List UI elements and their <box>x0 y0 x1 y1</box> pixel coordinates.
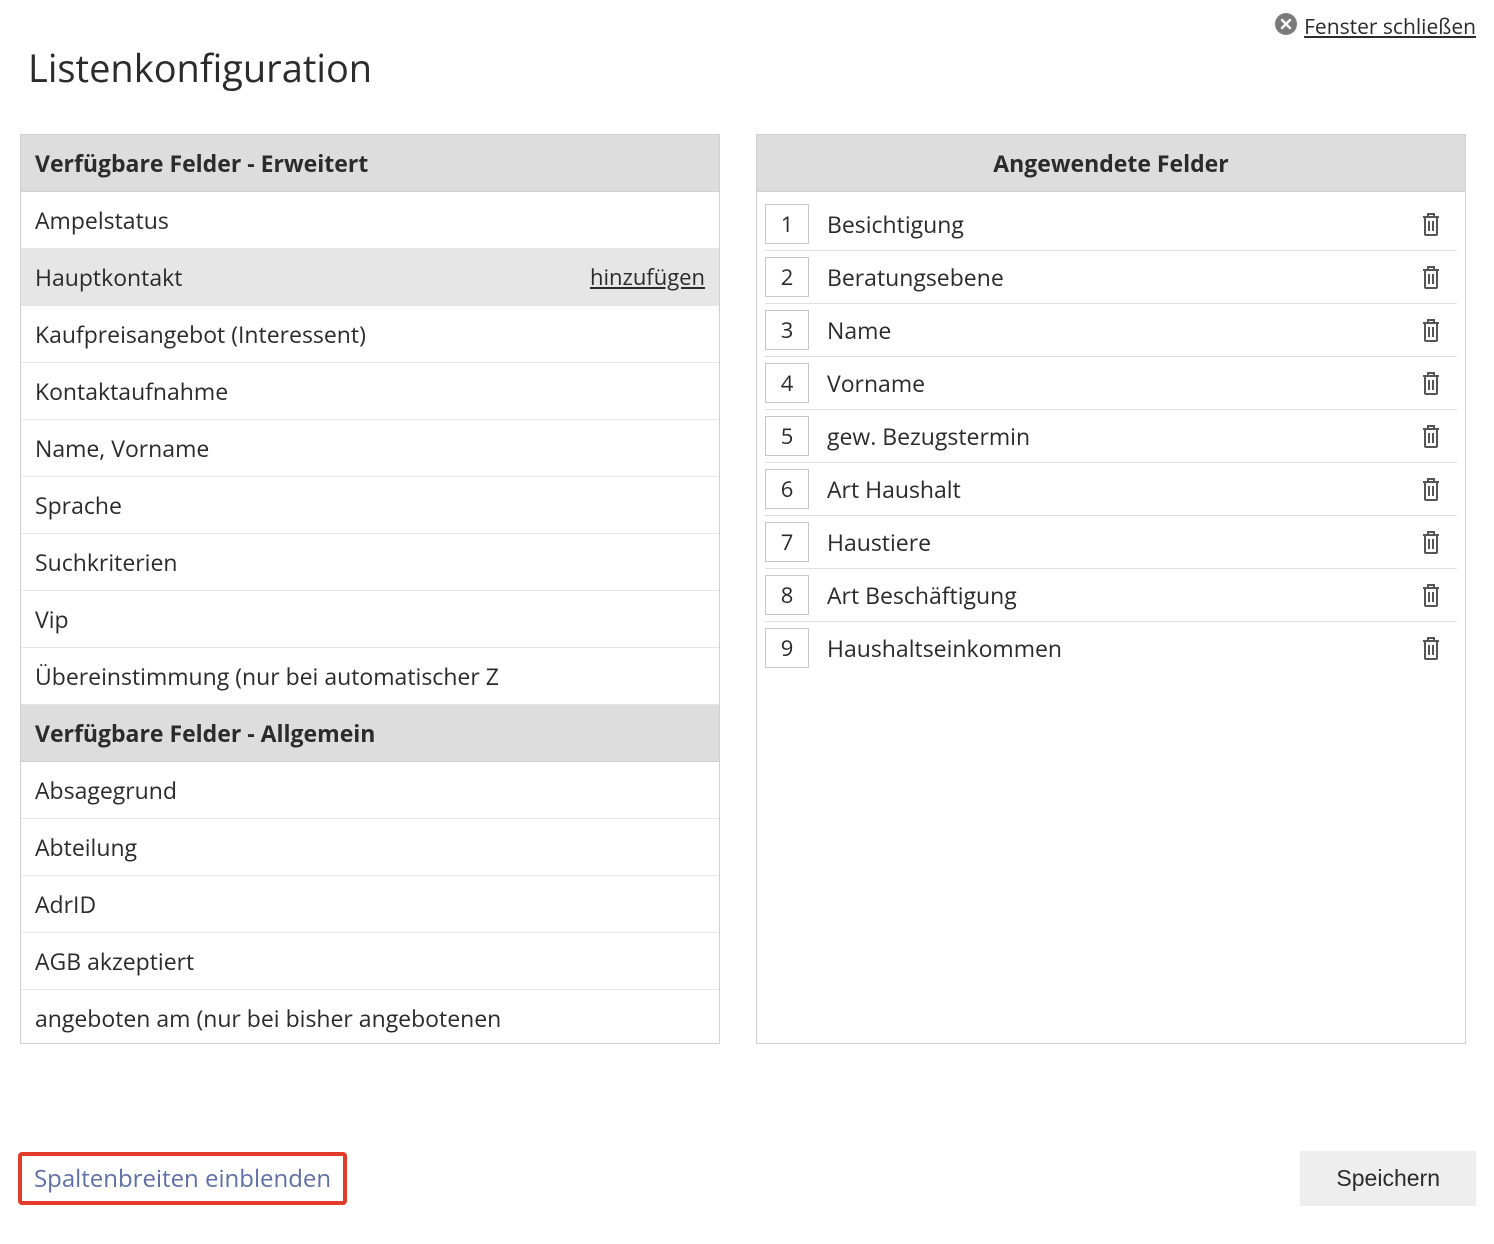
available-field-label: AGB akzeptiert <box>35 945 194 977</box>
close-window-label: Fenster schließen <box>1304 13 1476 41</box>
section-header-applied: Angewendete Felder <box>757 135 1465 192</box>
available-field-row[interactable]: Vip <box>21 591 719 648</box>
available-field-row[interactable]: AdrID <box>21 876 719 933</box>
available-field-row[interactable]: Sprache <box>21 477 719 534</box>
applied-field-row[interactable]: 7 Haustiere <box>765 516 1457 569</box>
order-number: 3 <box>765 310 809 350</box>
columns-layout: Verfügbare Felder - Erweitert Ampelstatu… <box>18 134 1476 1044</box>
page-title: Listenkonfiguration <box>28 42 1476 94</box>
available-field-row[interactable]: Name, Vorname <box>21 420 719 477</box>
trash-icon[interactable] <box>1409 631 1453 665</box>
available-field-row[interactable]: Kaufpreisangebot (Interessent) <box>21 306 719 363</box>
footer-bar: Spaltenbreiten einblenden Speichern <box>18 1151 1476 1206</box>
order-number: 4 <box>765 363 809 403</box>
available-field-row[interactable]: AGB akzeptiert <box>21 933 719 990</box>
applied-field-row[interactable]: 2 Beratungsebene <box>765 251 1457 304</box>
available-field-label: Kontaktaufnahme <box>35 375 228 407</box>
trash-icon[interactable] <box>1409 260 1453 294</box>
available-field-label: Abteilung <box>35 831 137 863</box>
available-field-label: Kaufpreisangebot (Interessent) <box>35 318 366 350</box>
applied-field-row[interactable]: 5 gew. Bezugstermin <box>765 410 1457 463</box>
available-field-row[interactable]: angeboten am (nur bei bisher angebotenen <box>21 990 719 1043</box>
available-field-label: AdrID <box>35 888 96 920</box>
trash-icon[interactable] <box>1409 472 1453 506</box>
available-field-label: Sprache <box>35 489 122 521</box>
add-field-link[interactable]: hinzufügen <box>590 262 705 292</box>
applied-field-label: Art Beschäftigung <box>827 579 1409 611</box>
order-number: 1 <box>765 204 809 244</box>
trash-icon[interactable] <box>1409 207 1453 241</box>
available-field-row[interactable]: Abteilung <box>21 819 719 876</box>
available-field-label: Übereinstimmung (nur bei automatischer Z <box>35 660 499 692</box>
applied-field-label: Art Haushalt <box>827 473 1409 505</box>
applied-field-label: Beratungsebene <box>827 261 1409 293</box>
available-field-label: Vip <box>35 603 69 635</box>
available-field-label: angeboten am (nur bei bisher angebotenen <box>35 1002 501 1034</box>
available-field-label: Absagegrund <box>35 774 177 806</box>
section-header-extended: Verfügbare Felder - Erweitert <box>21 135 719 192</box>
order-number: 5 <box>765 416 809 456</box>
applied-field-row[interactable]: 6 Art Haushalt <box>765 463 1457 516</box>
available-field-row[interactable]: Übereinstimmung (nur bei automatischer Z <box>21 648 719 705</box>
order-number: 8 <box>765 575 809 615</box>
applied-field-label: gew. Bezugstermin <box>827 420 1409 452</box>
trash-icon[interactable] <box>1409 366 1453 400</box>
show-column-widths-link[interactable]: Spaltenbreiten einblenden <box>34 1162 331 1195</box>
order-number: 9 <box>765 628 809 668</box>
order-number: 6 <box>765 469 809 509</box>
applied-field-label: Haustiere <box>827 526 1409 558</box>
applied-field-label: Besichtigung <box>827 208 1409 240</box>
close-icon <box>1274 12 1298 41</box>
section-header-general: Verfügbare Felder - Allgemein <box>21 705 719 762</box>
order-number: 2 <box>765 257 809 297</box>
available-field-row[interactable]: Absagegrund <box>21 762 719 819</box>
available-field-label: Name, Vorname <box>35 432 209 464</box>
applied-field-row[interactable]: 8 Art Beschäftigung <box>765 569 1457 622</box>
trash-icon[interactable] <box>1409 578 1453 612</box>
available-field-row[interactable]: Ampelstatus <box>21 192 719 249</box>
trash-icon[interactable] <box>1409 313 1453 347</box>
applied-field-row[interactable]: 9 Haushaltseinkommen <box>765 622 1457 674</box>
trash-icon[interactable] <box>1409 419 1453 453</box>
available-fields-panel: Verfügbare Felder - Erweitert Ampelstatu… <box>20 134 720 1044</box>
save-button[interactable]: Speichern <box>1300 1151 1476 1206</box>
applied-fields-panel: Angewendete Felder 1 Besichtigung 2 Beratun… <box>756 134 1466 1044</box>
available-fields-scroll[interactable]: Verfügbare Felder - Erweitert Ampelstatu… <box>21 135 719 1043</box>
available-field-row[interactable]: Suchkriterien <box>21 534 719 591</box>
available-field-label: Suchkriterien <box>35 546 177 578</box>
applied-field-row[interactable]: 1 Besichtigung <box>765 198 1457 251</box>
close-window-button[interactable]: Fenster schließen <box>1274 12 1476 41</box>
order-number: 7 <box>765 522 809 562</box>
applied-field-label: Vorname <box>827 367 1409 399</box>
trash-icon[interactable] <box>1409 525 1453 559</box>
highlight-annotation: Spaltenbreiten einblenden <box>18 1152 347 1205</box>
available-field-row[interactable]: Hauptkontakt hinzufügen <box>21 249 719 306</box>
applied-field-row[interactable]: 3 Name <box>765 304 1457 357</box>
applied-field-label: Name <box>827 314 1409 346</box>
available-field-label: Ampelstatus <box>35 204 169 236</box>
applied-field-row[interactable]: 4 Vorname <box>765 357 1457 410</box>
applied-field-label: Haushaltseinkommen <box>827 632 1409 664</box>
available-field-label: Hauptkontakt <box>35 261 182 293</box>
available-field-row[interactable]: Kontaktaufnahme <box>21 363 719 420</box>
